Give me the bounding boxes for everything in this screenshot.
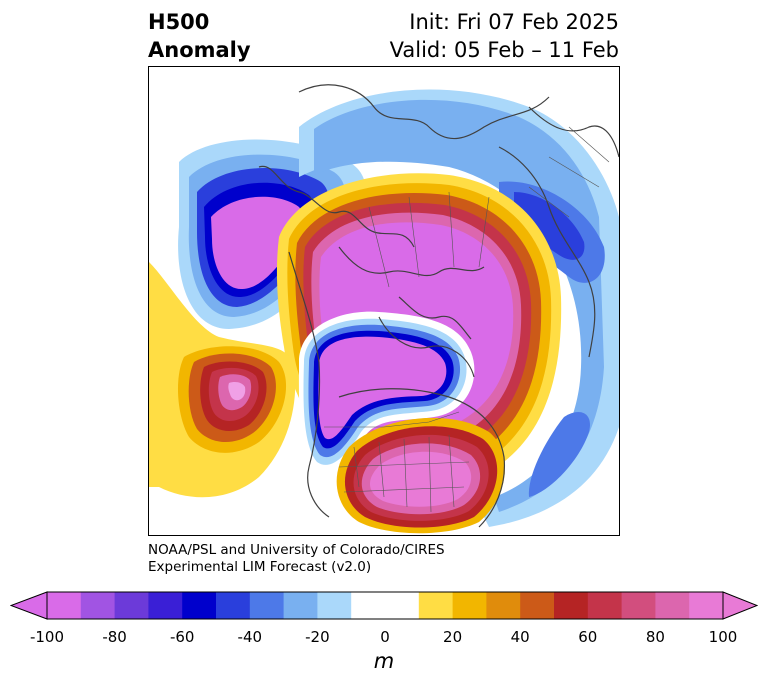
colorbar-swatch [249,592,285,619]
colorbar-swatch [554,592,589,619]
colorbar-swatch [80,592,116,619]
colorbar-extend-under [10,591,48,620]
colorbar-swatch [283,592,318,619]
colorbar-swatch [452,592,487,619]
colorbar-tick-label: 20 [443,628,463,646]
colorbar-swatch [47,592,82,619]
title-right: Init: Fri 07 Feb 2025 Valid: 05 Feb – 11… [390,8,619,64]
valid-range: Valid: 05 Feb – 11 Feb [389,38,619,62]
colorbar-swatch [317,592,352,619]
colorbar-tick-label: -60 [169,628,195,646]
colorbar-swatch [216,592,251,619]
colorbar [10,591,758,620]
variable-subtitle: Anomaly [148,38,251,62]
colorbar-swatch [182,592,217,619]
colorbar-tick-label: -40 [237,628,263,646]
colorbar-tick-label: -80 [102,628,127,646]
colorbar-unit-label: m [373,649,395,673]
pacific-ridge [149,262,296,498]
colorbar-swatch [148,592,183,619]
colorbar-extend-over [722,591,758,620]
colorbar-tick-label: 80 [645,628,665,646]
variable-title: H500 [148,10,210,34]
colorbar-tick-label: 0 [380,628,390,646]
title-left: H500 Anomaly [148,8,251,64]
colorbar-swatch [385,592,420,619]
credit-line-1: NOAA/PSL and University of Colorado/CIRE… [148,542,445,558]
colorbar-swatch [486,592,521,619]
eastern-us-ridge [336,417,506,534]
colorbar-tick-label: -20 [305,628,330,646]
colorbar-swatch [351,592,386,619]
canada-trough [298,311,475,473]
colorbar-swatch [689,592,724,619]
anomaly-map [148,66,620,536]
political-boundaries [324,126,610,513]
colorbar-tick-label: 60 [578,628,598,646]
colorbar-swatch [418,592,454,619]
colorbar-frame [46,591,724,620]
colorbar-tick-label: 40 [510,628,530,646]
anomaly-map-svg [149,84,619,534]
coastlines [258,84,619,528]
colorbar-swatch [520,592,555,619]
colorbar-swatch [621,592,656,619]
colorbar-tick-label: -100 [29,628,65,646]
credit-line-2: Experimental LIM Forecast (v2.0) [148,559,372,575]
colorbar-tick-label: 100 [708,628,738,646]
init-date: Init: Fri 07 Feb 2025 [409,10,619,34]
colorbar-swatch [655,592,690,619]
colorbar-swatch [114,592,149,619]
colorbar-swatch [587,592,623,619]
credit: NOAA/PSL and University of Colorado/CIRE… [148,542,445,576]
